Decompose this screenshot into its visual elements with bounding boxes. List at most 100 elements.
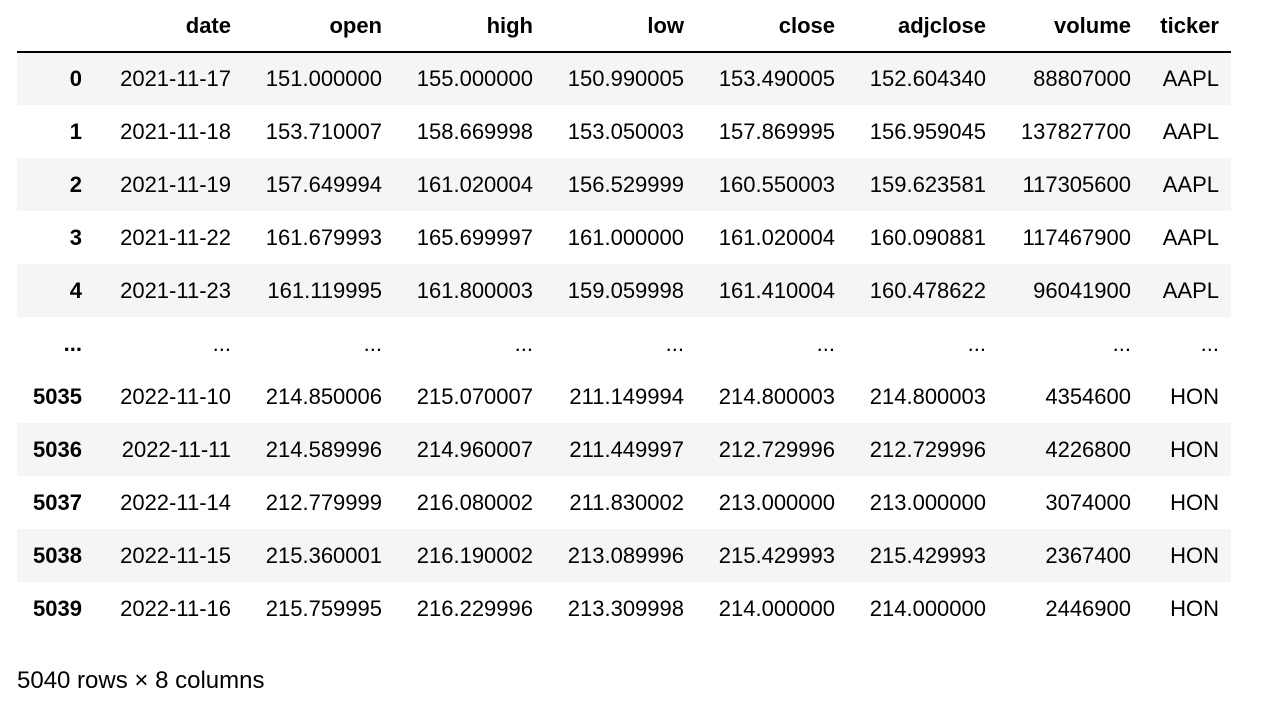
cell-date: 2022-11-15 [120, 542, 231, 568]
dataframe-shape-caption: 5040 rows × 8 columns [17, 667, 265, 694]
cell-date: 2021-11-19 [120, 171, 231, 197]
cell-date: 2021-11-18 [120, 118, 231, 144]
cell-ticker: AAPL [1162, 171, 1219, 197]
cell-volume: 2446900 [1045, 595, 1131, 621]
cell-high: 158.669998 [416, 118, 533, 144]
row-index: 5036 [33, 436, 82, 462]
cell-high: 155.000000 [416, 66, 533, 91]
column-header-date: date [94, 0, 243, 53]
cell-adjclose: 213.000000 [869, 489, 986, 515]
dataframe-output: date open high low close adjclose volume… [17, 0, 1231, 635]
cell-open: 214.589996 [265, 436, 382, 462]
cell-low: 150.990005 [567, 66, 684, 91]
row-index: ... [63, 330, 82, 356]
cell-adjclose: 160.090881 [869, 224, 986, 250]
cell-volume: 117467900 [1022, 224, 1132, 250]
cell-high: 216.229996 [416, 595, 533, 621]
cell-volume: 2367400 [1045, 542, 1131, 568]
cell-date: 2022-11-14 [120, 489, 231, 515]
row-index: 5035 [33, 383, 82, 409]
cell-high: 161.020004 [416, 171, 533, 197]
table-row: 1 2021-11-18 153.710007 158.669998 153.05000… [17, 105, 1231, 158]
cell-close: 161.410004 [718, 277, 835, 303]
cell-low: 153.050003 [567, 118, 684, 144]
cell-close: 157.869995 [718, 118, 835, 144]
cell-volume: 137827700 [1020, 118, 1131, 144]
table-row: 4 2021-11-23 161.119995 161.800003 159.05999… [17, 264, 1231, 317]
cell-ticker: HON [1170, 542, 1219, 568]
cell-adjclose: ... [967, 330, 986, 356]
cell-open: 157.649994 [265, 171, 382, 197]
cell-volume: ... [1112, 330, 1131, 356]
cell-open: 161.119995 [267, 277, 382, 303]
dataframe-table: date open high low close adjclose volume… [17, 0, 1231, 635]
cell-adjclose: 214.800003 [869, 383, 986, 409]
cell-open: 215.759995 [265, 595, 382, 621]
cell-low: 161.000000 [567, 224, 684, 250]
cell-close: 214.000000 [718, 595, 835, 621]
row-index: 2 [69, 171, 82, 197]
cell-close: ... [816, 330, 835, 356]
row-index: 5038 [33, 542, 82, 568]
cell-close: 153.490005 [718, 66, 835, 91]
column-header-adjclose: adjclose [847, 0, 998, 53]
cell-ticker: AAPL [1162, 277, 1219, 303]
row-index: 1 [69, 118, 82, 144]
row-index: 4 [69, 277, 82, 303]
row-index: 0 [69, 66, 82, 91]
column-header-low: low [545, 0, 696, 53]
table-header: date open high low close adjclose volume… [17, 0, 1231, 53]
cell-high: 216.190002 [416, 542, 533, 568]
cell-high: 161.800003 [416, 277, 533, 303]
cell-high: ... [514, 330, 533, 356]
column-header-close: close [696, 0, 847, 53]
cell-close: 212.729996 [718, 436, 835, 462]
cell-date: 2022-11-10 [120, 383, 231, 409]
cell-volume: 96041900 [1033, 277, 1131, 303]
cell-adjclose: 156.959045 [869, 118, 986, 144]
table-row: 5039 2022-11-16 215.759995 216.229996 213.30… [17, 582, 1231, 635]
cell-adjclose: 215.429993 [869, 542, 986, 568]
table-row: 5037 2022-11-14 212.779999 216.080002 211.83… [17, 476, 1231, 529]
index-header [17, 0, 94, 53]
table-body: 0 2021-11-17 151.000000 155.000000 150.99000… [17, 52, 1231, 635]
cell-open: 153.710007 [265, 118, 382, 144]
cell-high: 214.960007 [416, 436, 533, 462]
cell-date: 2021-11-22 [120, 224, 231, 250]
cell-open: 151.000000 [265, 66, 382, 91]
cell-low: 213.089996 [567, 542, 684, 568]
cell-low: 211.449997 [569, 436, 684, 462]
cell-ticker: HON [1170, 489, 1219, 515]
cell-low: 159.059998 [567, 277, 684, 303]
table-row: 5035 2022-11-10 214.850006 215.070007 211.14… [17, 370, 1231, 423]
table-row: 5038 2022-11-15 215.360001 216.190002 213.08… [17, 529, 1231, 582]
cell-volume: 4226800 [1045, 436, 1131, 462]
cell-adjclose: 159.623581 [869, 171, 986, 197]
cell-date: 2021-11-23 [120, 277, 231, 303]
ellipsis-row: ........................... [17, 317, 1231, 370]
cell-adjclose: 214.000000 [869, 595, 986, 621]
table-row: 3 2021-11-22 161.679993 165.699997 161.00000… [17, 211, 1231, 264]
cell-open: 215.360001 [265, 542, 382, 568]
header-row: date open high low close adjclose volume… [17, 0, 1231, 53]
cell-low: 213.309998 [567, 595, 684, 621]
cell-open: 161.679993 [265, 224, 382, 250]
row-index: 5037 [33, 489, 82, 515]
cell-volume: 4354600 [1045, 383, 1131, 409]
cell-close: 214.800003 [718, 383, 835, 409]
cell-high: 215.070007 [416, 383, 533, 409]
table-row: 0 2021-11-17 151.000000 155.000000 150.99000… [17, 52, 1231, 105]
cell-close: 215.429993 [718, 542, 835, 568]
cell-adjclose: 152.604340 [869, 66, 986, 91]
cell-ticker: ... [1200, 330, 1219, 356]
cell-close: 213.000000 [718, 489, 835, 515]
cell-date: 2022-11-11 [121, 436, 231, 462]
cell-adjclose: 212.729996 [869, 436, 986, 462]
cell-close: 160.550003 [718, 171, 835, 197]
cell-ticker: AAPL [1162, 118, 1219, 144]
cell-low: 156.529999 [567, 171, 684, 197]
cell-close: 161.020004 [718, 224, 835, 250]
cell-date: ... [212, 330, 231, 356]
cell-volume: 88807000 [1033, 66, 1131, 91]
cell-low: ... [665, 330, 684, 356]
